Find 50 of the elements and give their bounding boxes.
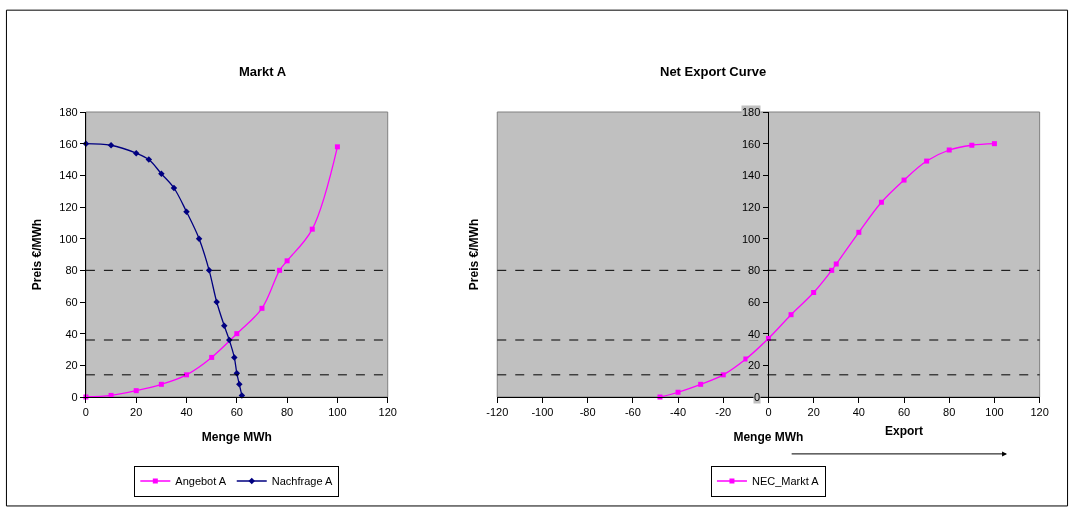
y-tick-label: 140: [59, 169, 78, 182]
y-tick-label: 160: [742, 138, 761, 150]
chart-title: Markt A: [239, 64, 287, 79]
x-tick-label: 20: [130, 406, 143, 419]
y-tick-label: 40: [748, 328, 761, 340]
x-tick-label: 0: [82, 406, 89, 419]
y-tick-label: 80: [748, 264, 761, 276]
x-tick-label: 60: [897, 406, 911, 419]
x-tick-label: 80: [943, 406, 956, 419]
x-tick-label: 100: [985, 406, 1004, 419]
y-tick-label: 0: [71, 390, 78, 403]
x-tick-label: 80: [280, 406, 294, 419]
x-tick-label: 40: [180, 406, 193, 419]
y-tick-label: 60: [65, 295, 78, 308]
x-tick-label: 120: [1030, 406, 1049, 419]
x-tick-label: -60: [624, 406, 641, 419]
x-tick-label: -80: [579, 406, 596, 419]
x-tick-label: -100: [531, 406, 554, 419]
y-tick-label: 80: [65, 264, 78, 277]
y-tick-label: 180: [742, 106, 761, 118]
x-tick-label: -20: [715, 406, 732, 419]
y-tick-label: 100: [742, 233, 761, 245]
legend-label: NEC_Markt A: [751, 475, 820, 488]
x-axis-title: Menge MWh: [201, 430, 272, 445]
x-axis-title: Menge MWh: [733, 430, 804, 445]
y-tick-label: 140: [742, 169, 761, 181]
y-tick-label: 120: [742, 201, 761, 213]
text: Export: [885, 424, 924, 438]
x-tick-label: 60: [230, 406, 243, 419]
y-tick-label: 60: [748, 296, 761, 308]
x-tick-label: 120: [378, 406, 397, 419]
x-tick-label: 40: [852, 406, 865, 419]
y-tick-label: 160: [59, 137, 78, 150]
x-tick-label: 100: [328, 406, 347, 419]
x-tick-label: 0: [765, 406, 772, 419]
y-tick-label: 20: [65, 359, 78, 372]
chart-title: Net Export Curve: [660, 64, 767, 79]
y-tick-label: 20: [748, 359, 761, 371]
x-tick-label: -120: [486, 406, 509, 419]
legend-label: Nachfrage A: [271, 475, 333, 488]
y-tick-label: 0: [754, 391, 761, 403]
y-tick-label: 100: [59, 232, 78, 245]
y-axis-title: Preis €/MWh: [29, 218, 44, 291]
x-tick-label: 20: [807, 406, 820, 419]
y-tick-label: 40: [65, 327, 78, 340]
x-tick-label: -40: [670, 406, 687, 419]
y-axis-title: Preis €/MWh: [467, 218, 482, 291]
legend-label: Angebot A: [175, 475, 227, 488]
y-tick-label: 120: [59, 200, 78, 213]
y-tick-label: 180: [59, 105, 78, 118]
